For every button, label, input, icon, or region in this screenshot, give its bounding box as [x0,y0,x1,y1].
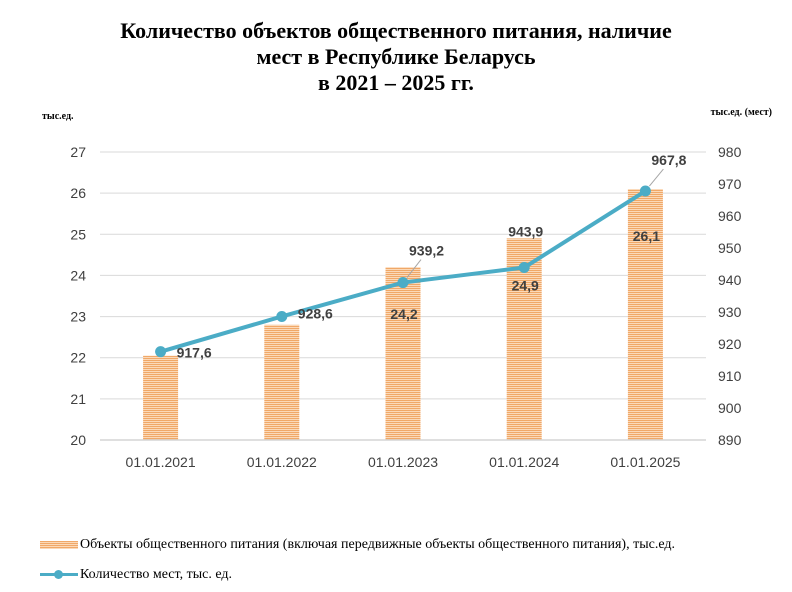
chart-title: Количество объектов общественного питани… [0,18,792,96]
line-point [276,310,288,322]
left-axis-tick-label: 24 [70,267,86,283]
legend-bar-swatch [40,541,78,549]
line-point [397,277,409,289]
legend-item-bars: Объекты общественного питания (включая п… [40,530,780,560]
bar [264,324,300,440]
x-axis-ticks: 01.01.2021 01.01.2022 01.01.2023 01.01.2024… [126,454,681,470]
right-axis-tick-label: 960 [718,208,742,224]
line-series [155,185,651,358]
line-value-label: 967,8 [651,152,686,168]
left-axis-tick-label: 25 [70,226,86,242]
leader-line [649,168,664,187]
line-value-label: 943,9 [508,224,543,240]
chart-title-line-1: Количество объектов общественного питани… [120,18,672,43]
right-axis-tick-label: 890 [718,432,742,448]
bar-value-label: 26,1 [633,228,660,244]
left-axis-tick-label: 23 [70,309,86,325]
leader-line [406,259,422,278]
right-axis-tick-label: 940 [718,272,742,288]
line-point [155,346,167,358]
right-axis-tick-label: 930 [718,304,742,320]
bar [385,267,421,440]
legend-item-line: Количество мест, тыс. ед. [40,560,780,590]
line-point [639,185,651,197]
right-axis-tick-label: 920 [718,336,742,352]
bar [627,189,663,440]
left-axis-tick-label: 26 [70,185,86,201]
left-axis-ticks: 20 21 22 23 24 25 26 27 [70,144,86,448]
legend-bars-label: Объекты общественного питания (включая п… [80,537,675,552]
x-axis-tick-label: 01.01.2023 [368,454,438,470]
legend-line-swatch [40,570,78,580]
right-axis-unit: тыс.ед. (мест) [710,107,772,118]
line-value-labels: 917,6 928,6 939,2 943,9 967,8 [177,152,687,361]
right-axis-tick-label: 980 [718,144,742,160]
legend: Объекты общественного питания (включая п… [40,530,780,590]
left-axis-tick-label: 20 [70,432,86,448]
line-value-label: 928,6 [298,305,333,321]
left-axis-unit: тыс.ед. [42,111,74,122]
x-axis-tick-label: 01.01.2021 [126,454,196,470]
line-value-label: 939,2 [409,243,444,259]
right-axis-tick-label: 900 [718,400,742,416]
chart-title-line-2: мест в Республике Беларусь [256,44,536,69]
x-axis-tick-label: 01.01.2022 [247,454,317,470]
right-axis-tick-label: 950 [718,240,742,256]
bar-value-label: 24,2 [390,306,417,322]
right-axis-ticks: 890 900 910 920 930 940 950 960 970 980 [718,144,742,448]
bar [143,355,179,440]
right-axis-tick-label: 910 [718,368,742,384]
chart-title-line-3: в 2021 – 2025 гг. [318,70,474,95]
left-axis-tick-label: 22 [70,350,86,366]
line-value-label: 917,6 [177,345,212,361]
x-axis-tick-label: 01.01.2024 [489,454,559,470]
x-axis-tick-label: 01.01.2025 [610,454,680,470]
bar-series [143,189,663,440]
left-axis-tick-label: 27 [70,144,86,160]
bar-value-label: 24,9 [512,277,539,293]
legend-line-label: Количество мест, тыс. ед. [80,567,232,582]
line-point [518,262,530,274]
bar-value-labels: 24,2 24,9 26,1 [390,228,660,322]
left-axis-tick-label: 21 [70,391,86,407]
right-axis-tick-label: 970 [718,176,742,192]
